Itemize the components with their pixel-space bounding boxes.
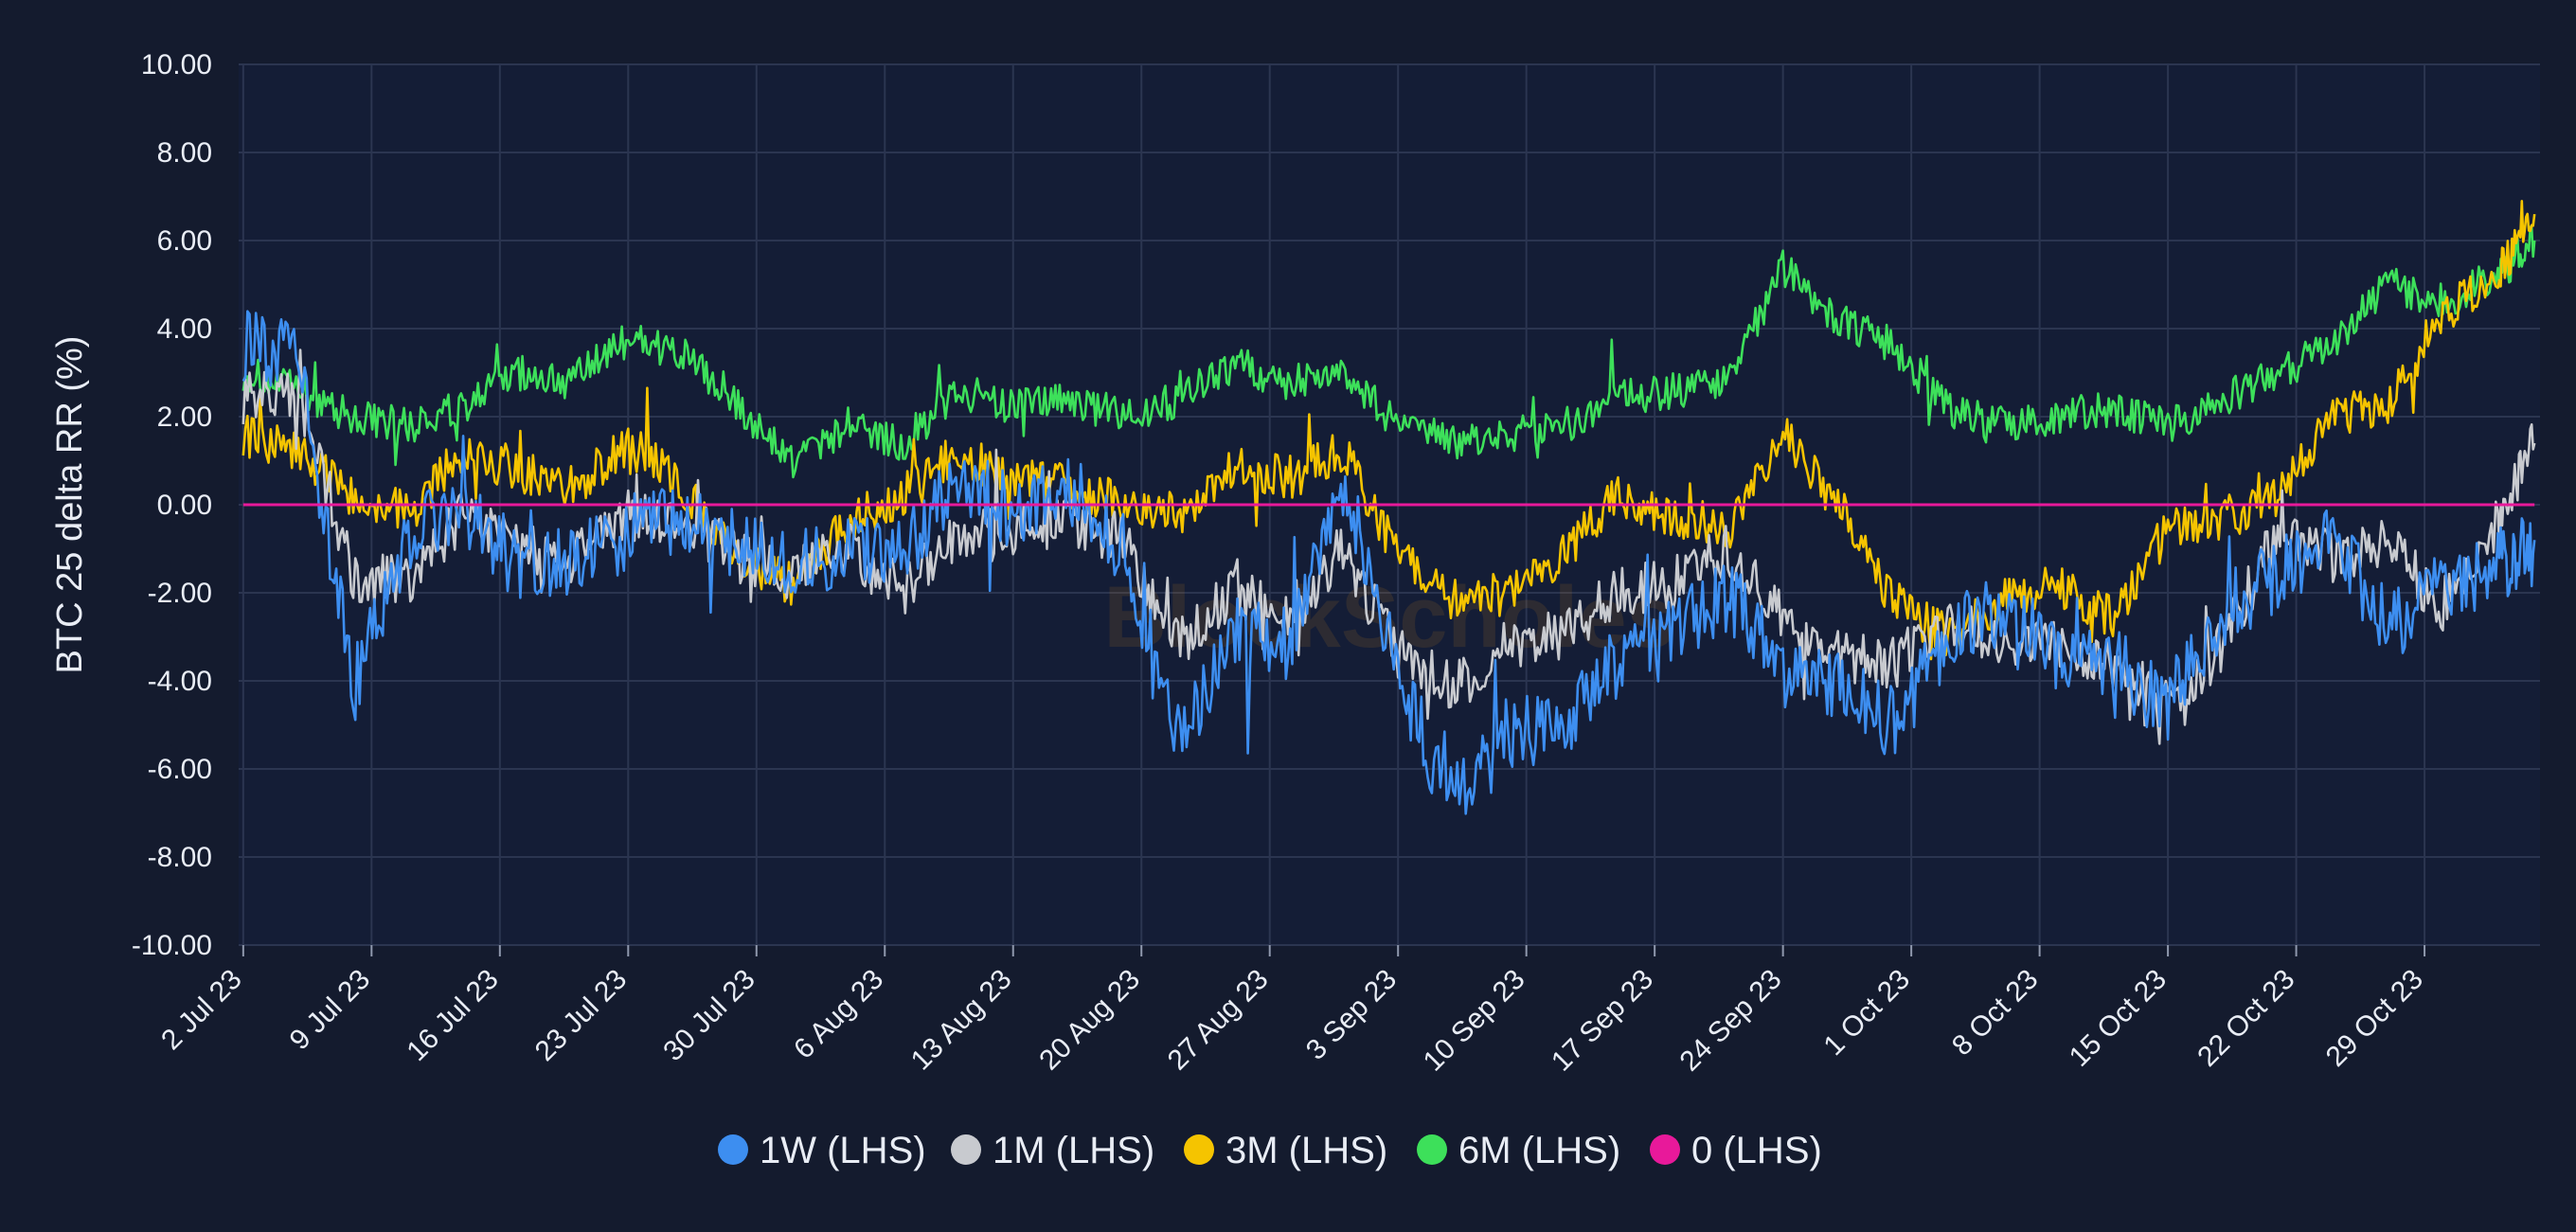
x-tick-label: 23 Jul 23 — [529, 964, 633, 1067]
x-tick-label: 27 Aug 23 — [1162, 964, 1275, 1077]
legend-item: 0 (LHS) — [1650, 1130, 1822, 1171]
x-tick-label: 10 Sep 23 — [1418, 964, 1531, 1078]
legend-marker — [718, 1134, 748, 1165]
y-tick-label: 6.00 — [157, 225, 212, 257]
x-tick-label: 29 Oct 23 — [2320, 964, 2429, 1073]
x-tick-label: 16 Jul 23 — [401, 964, 504, 1067]
legend: 1W (LHS) 1M (LHS) 3M (LHS) 6M (LHS) 0 (LHS) — [718, 1130, 1822, 1171]
legend-label: 3M (LHS) — [1225, 1130, 1387, 1171]
y-tick-label: -10.00 — [132, 930, 212, 961]
y-tick-label: 10.00 — [141, 49, 212, 80]
grid — [239, 63, 2540, 956]
legend-label: 1W (LHS) — [760, 1130, 926, 1171]
series-line-3m — [242, 200, 2536, 661]
legend-item: 1M (LHS) — [951, 1130, 1154, 1171]
legend-label: 1M (LHS) — [993, 1130, 1154, 1171]
legend-marker — [1650, 1134, 1680, 1165]
series-layer — [242, 200, 2536, 815]
legend-label: 6M (LHS) — [1458, 1130, 1620, 1171]
x-tick-label: 6 Aug 23 — [788, 964, 889, 1065]
y-axis-label: BTC 25 delta RR (%) — [50, 336, 90, 674]
y-tick-label: 8.00 — [157, 137, 212, 169]
x-tick-label: 2 Jul 23 — [155, 964, 248, 1057]
y-tick-label: 0.00 — [157, 490, 212, 521]
x-tick-label: 15 Oct 23 — [2064, 964, 2173, 1073]
legend-marker — [951, 1134, 981, 1165]
x-tick-label: 20 Aug 23 — [1033, 964, 1146, 1077]
legend-item: 1W (LHS) — [718, 1130, 926, 1171]
y-tick-label: -2.00 — [148, 578, 212, 609]
x-tick-label: 1 Oct 23 — [1818, 964, 1917, 1062]
legend-marker — [1417, 1134, 1447, 1165]
x-tick-label: 24 Sep 23 — [1674, 964, 1788, 1078]
x-tick-label: 8 Oct 23 — [1946, 964, 2045, 1062]
y-axis-ticks: 10.00 8.00 6.00 4.00 2.00 0.00 -2.00 -4.00 -6.00… — [132, 49, 212, 961]
series-line-6m — [242, 225, 2536, 479]
series-line-1w — [242, 310, 2536, 815]
x-tick-label: 3 Sep 23 — [1300, 964, 1403, 1066]
x-axis-ticks: 2 Jul 23 9 Jul 23 16 Jul 23 23 Jul 23 30 Jul… — [155, 964, 2429, 1078]
x-tick-label: 22 Oct 23 — [2191, 964, 2300, 1073]
x-tick-label: 30 Jul 23 — [657, 964, 760, 1067]
y-tick-label: 2.00 — [157, 402, 212, 433]
legend-label: 0 (LHS) — [1691, 1130, 1822, 1171]
y-tick-label: -6.00 — [148, 754, 212, 785]
y-tick-label: -4.00 — [148, 666, 212, 697]
legend-item: 6M (LHS) — [1417, 1130, 1620, 1171]
x-tick-label: 17 Sep 23 — [1546, 964, 1659, 1078]
series-line-1m — [242, 348, 2536, 745]
y-tick-label: 4.00 — [157, 313, 212, 345]
legend-marker — [1184, 1134, 1214, 1165]
x-tick-label: 13 Aug 23 — [905, 964, 1018, 1077]
legend-item: 3M (LHS) — [1184, 1130, 1387, 1171]
x-tick-label: 9 Jul 23 — [284, 964, 377, 1057]
y-tick-label: -8.00 — [148, 842, 212, 873]
